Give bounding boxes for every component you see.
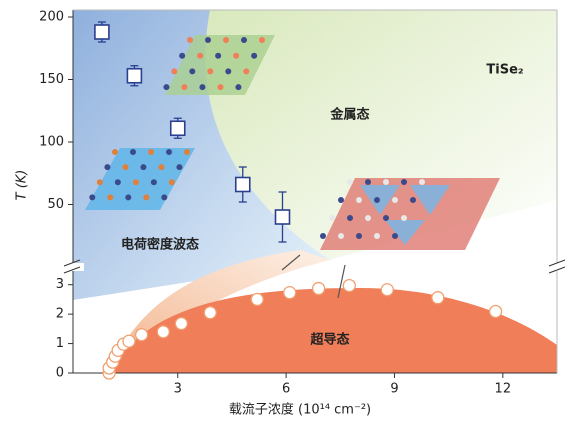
lattice-atom	[259, 37, 265, 43]
lattice-atom	[410, 197, 416, 203]
data-point	[431, 291, 445, 305]
y-tick-label: 150	[39, 72, 64, 87]
lattice-atom	[205, 37, 211, 43]
data-point	[94, 24, 110, 40]
lattice-atom	[112, 149, 118, 155]
lattice-atom	[383, 215, 389, 221]
y-axis-label: T (K)	[15, 170, 30, 201]
y-tick-label: 1	[56, 336, 64, 351]
lattice-atom	[161, 194, 168, 201]
data-point	[156, 325, 170, 339]
lattice-atom	[338, 233, 344, 239]
lattice-atom	[356, 197, 362, 203]
lattice-atom	[241, 37, 247, 43]
lattice-atom	[132, 179, 139, 186]
lattice-atom	[225, 68, 232, 75]
data-point	[203, 306, 217, 320]
lattice-atom	[104, 164, 111, 171]
lattice-atom	[207, 68, 214, 75]
lattice-atom	[171, 68, 178, 75]
data-point	[174, 316, 189, 331]
lattice-atom	[235, 84, 242, 91]
lattice-atom	[329, 215, 335, 221]
lattice-atom	[338, 197, 344, 203]
y-tick-label: 2	[56, 307, 64, 322]
lattice-atom	[347, 179, 353, 185]
lattice-atom	[320, 233, 326, 239]
data-point	[283, 286, 297, 300]
lattice-atom	[383, 179, 389, 185]
y-tick-label: 200	[39, 10, 64, 25]
x-tick-label: 12	[495, 382, 512, 397]
lattice-atom	[419, 179, 425, 185]
lattice-atom	[347, 215, 353, 221]
lattice-atom	[199, 84, 206, 91]
lattice-atom	[168, 179, 175, 186]
y-tick-label: 100	[39, 135, 64, 150]
lattice-atom	[243, 68, 250, 75]
chart-title: TiSe₂	[486, 63, 523, 78]
lattice-atom	[187, 37, 193, 43]
lattice-atom	[140, 164, 147, 171]
data-point	[274, 209, 291, 225]
lattice-atom	[374, 233, 380, 239]
lattice-atom	[89, 194, 96, 201]
lattice-atom	[392, 197, 398, 203]
lattice-atom	[125, 194, 132, 201]
x-tick-label: 6	[282, 382, 290, 397]
lattice-atom	[374, 197, 380, 203]
data-point	[126, 67, 143, 84]
lattice-atom	[365, 215, 371, 221]
x-tick-label: 3	[174, 382, 182, 397]
lattice-atom	[150, 179, 157, 186]
y-tick-label: 0	[56, 366, 64, 381]
lattice-atom	[107, 194, 114, 201]
region-label: 金属态	[329, 107, 369, 123]
lattice-atom	[189, 68, 196, 75]
lattice-atom	[96, 179, 103, 186]
data-point	[234, 176, 251, 193]
data-point	[342, 278, 356, 293]
x-tick-label: 9	[390, 382, 398, 397]
lattice-atom	[184, 149, 190, 155]
lattice-atom	[217, 84, 224, 91]
data-point	[311, 281, 326, 296]
data-point	[250, 292, 264, 307]
lattice-atom	[148, 149, 154, 155]
lattice-atom	[163, 84, 170, 91]
lattice-atom	[401, 179, 407, 185]
lattice-atom	[251, 52, 258, 59]
lattice-atom	[392, 233, 398, 239]
data-point	[488, 304, 503, 319]
lattice-atom	[401, 215, 407, 221]
lattice-atom	[233, 52, 240, 59]
lattice-atom	[223, 37, 229, 43]
lattice-atom	[179, 52, 186, 59]
lattice-atom	[166, 149, 172, 155]
region-label: 超导态	[310, 332, 349, 348]
x-axis-label: 载流子浓度 (10¹⁴ cm⁻²)	[229, 402, 371, 418]
y-tick-label: 3	[56, 277, 64, 292]
lattice-atom	[365, 179, 371, 185]
lattice-atom	[356, 233, 362, 239]
data-point	[169, 120, 186, 137]
background	[62, 9, 568, 374]
lattice-atom	[197, 52, 204, 59]
data-point	[134, 328, 149, 342]
data-point	[380, 283, 394, 297]
lattice-atom	[215, 52, 222, 59]
region-label: 电荷密度波态	[121, 237, 199, 253]
lattice-atom	[176, 164, 183, 171]
lattice-atom	[130, 149, 136, 155]
lattice-atom	[143, 194, 150, 201]
y-tick-label: 50	[47, 197, 64, 212]
data-point	[122, 334, 136, 348]
lattice-atoms	[89, 37, 425, 239]
lattice-atom	[122, 164, 129, 171]
lattice-atom	[181, 84, 188, 91]
lattice-atom	[114, 179, 121, 186]
lattice-atom	[158, 164, 165, 171]
